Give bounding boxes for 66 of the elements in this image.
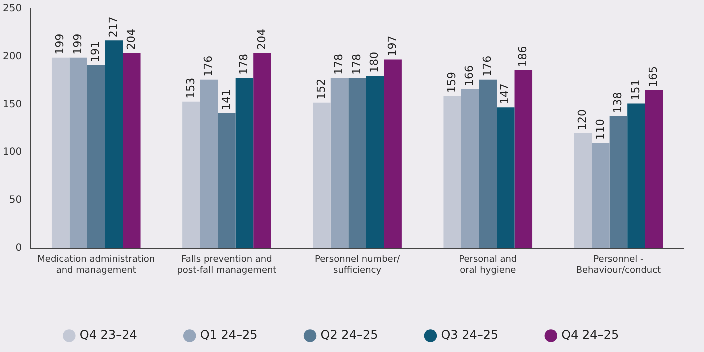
x-tick-label: Personal and oral hygiene (459, 255, 518, 276)
y-tick-label: 150 (2, 99, 22, 110)
bar (218, 113, 236, 248)
data-label: 153 (184, 78, 198, 99)
bar (574, 133, 592, 248)
bar (254, 53, 272, 248)
bar (313, 102, 331, 248)
data-label: 152 (314, 78, 328, 100)
y-tick-label: 50 (9, 195, 22, 206)
legend-label: Q4 23–24 (80, 328, 138, 342)
data-label: 176 (480, 56, 494, 77)
legend-label: Q3 24–25 (441, 328, 499, 342)
data-label: 138 (612, 92, 625, 114)
x-tick-label: Personnel - Behaviour/conduct (576, 255, 662, 276)
data-label: 180 (368, 52, 382, 74)
bar (514, 70, 533, 248)
y-tick-label: 0 (16, 242, 22, 254)
data-label: 204 (124, 29, 138, 50)
data-label: 176 (202, 56, 216, 77)
legend-label: Q4 24–25 (562, 328, 620, 342)
bar (461, 89, 480, 248)
bar (610, 116, 628, 248)
data-label: 186 (516, 46, 530, 68)
y-tick-label: 100 (2, 147, 22, 158)
data-label: 178 (350, 54, 364, 75)
data-label: 178 (238, 54, 251, 75)
bar (88, 66, 106, 248)
bar (70, 58, 88, 248)
data-label: 197 (386, 36, 399, 57)
data-label: 120 (576, 109, 590, 130)
data-label: 166 (463, 65, 476, 86)
bar (366, 76, 384, 248)
bar (384, 60, 402, 248)
x-tick-label: Falls prevention and post-fall management (177, 255, 278, 276)
data-label: 191 (89, 42, 102, 62)
y-tick-label: 250 (2, 4, 22, 15)
x-tick-label: Personnel number/ sufficiency (315, 255, 402, 276)
bar (105, 40, 124, 248)
bar (592, 143, 610, 248)
data-label: 159 (445, 72, 458, 94)
bar (236, 78, 254, 248)
data-label: 204 (255, 29, 268, 50)
data-label: 199 (71, 34, 84, 55)
bar (182, 102, 200, 248)
bar (330, 78, 349, 248)
bar (444, 96, 462, 248)
bar (479, 80, 498, 248)
data-label: 165 (647, 66, 660, 88)
data-label: 147 (498, 84, 512, 105)
data-label: 217 (106, 16, 120, 38)
bar (628, 104, 646, 248)
data-label: 199 (54, 34, 67, 55)
legend-label: Q1 24–25 (200, 328, 258, 342)
data-label: 151 (629, 80, 642, 101)
bar (52, 58, 70, 248)
bar (497, 108, 515, 248)
x-tick-label: Medication administration and management (38, 255, 156, 276)
data-label: 178 (332, 54, 346, 75)
data-label: 110 (594, 119, 607, 140)
legend-label: Q2 24–25 (320, 328, 378, 342)
bar (200, 80, 218, 248)
bar (348, 78, 366, 248)
bar (645, 90, 664, 248)
y-tick-label: 200 (2, 51, 22, 62)
data-label: 141 (220, 89, 233, 110)
bar (123, 53, 141, 248)
